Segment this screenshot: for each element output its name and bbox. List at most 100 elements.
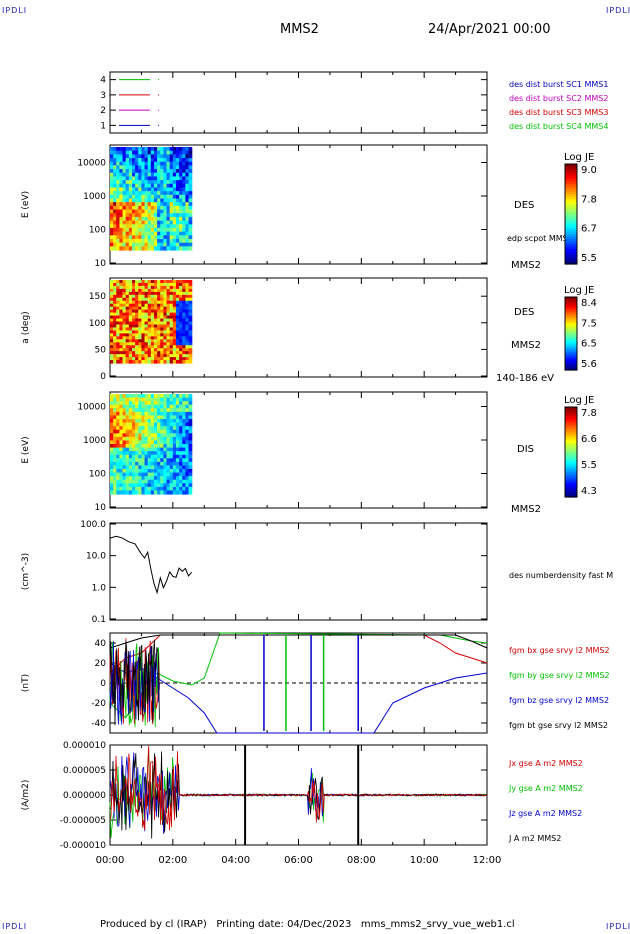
des-pitch-cell — [153, 333, 158, 337]
des-energy-cell — [153, 205, 158, 211]
des-energy-cell — [157, 209, 161, 214]
des-energy-cell — [131, 161, 136, 166]
dis-energy-cell — [125, 415, 130, 420]
dis-energy-cell — [157, 458, 161, 463]
des-pitch-cell — [110, 309, 114, 314]
des-energy-cell — [153, 198, 158, 203]
des-energy-cell — [147, 231, 152, 236]
des-energy-cell — [128, 172, 133, 178]
colorbar-cell — [565, 413, 577, 417]
dis-energy-cell — [116, 469, 121, 474]
dis-energy-cell — [135, 440, 139, 445]
des-energy-cell — [150, 158, 155, 163]
colorbar-tick-label: 9.0 — [581, 165, 597, 176]
des-pitch-cell — [172, 342, 177, 346]
des-energy-cell — [185, 180, 190, 185]
des-pitch-cell — [110, 336, 114, 340]
des-energy-cell — [122, 176, 127, 181]
des-pitch-cell — [141, 315, 146, 320]
dis-energy-cell — [160, 419, 165, 424]
des-pitch-cell — [182, 321, 186, 326]
des-energy-cell — [122, 161, 127, 166]
dis-energy-cell — [150, 422, 155, 427]
des-energy-cell — [125, 158, 130, 163]
dis-energy-cell — [141, 426, 146, 431]
dis-energy-cell — [163, 451, 168, 456]
des-energy-cell — [160, 213, 165, 218]
des-energy-cell — [153, 147, 158, 152]
dis-energy-cell — [185, 461, 190, 467]
des-pitch-cell — [175, 333, 180, 337]
des-pitch-cell — [131, 285, 136, 290]
colorbar-cell — [565, 340, 577, 344]
des-energy-cell — [110, 158, 114, 163]
dis-energy-cell — [110, 394, 114, 399]
colorbar-cell — [565, 241, 577, 245]
des-energy-cell — [160, 183, 165, 189]
dis-energy-cell — [179, 454, 183, 459]
des-energy-cell — [131, 213, 136, 218]
des-pitch-cell — [153, 342, 158, 346]
des-energy-cell — [147, 209, 152, 214]
des-pitch-cell — [185, 351, 190, 355]
des-pitch-cell — [113, 309, 117, 314]
des-pitch-cell — [166, 297, 171, 302]
des-energy-cell — [150, 213, 155, 218]
des-pitch-cell — [163, 303, 168, 308]
des-energy-cell — [179, 172, 183, 178]
des-energy-cell — [157, 169, 161, 174]
des-pitch-cell — [153, 357, 158, 361]
dis-energy-cell — [128, 404, 133, 409]
des-pitch-cell — [188, 282, 193, 287]
des-pitch-cell — [144, 306, 149, 311]
des-pitch-cell — [138, 280, 143, 284]
dis-energy-cell — [119, 490, 124, 495]
des-pitch-cell — [141, 288, 146, 293]
dis-energy-cell — [175, 444, 180, 449]
des-energy-cell — [113, 169, 117, 174]
des-energy-cell — [128, 169, 133, 174]
dis-energy-cell — [125, 426, 130, 431]
des-pitch-cell — [169, 342, 174, 346]
dis-energy-cell — [144, 433, 149, 438]
des-energy-cell — [182, 231, 186, 236]
des-energy-cell — [141, 235, 146, 240]
colorbar-cell — [565, 179, 577, 183]
des-energy-cell — [150, 205, 155, 211]
dis-energy-cell — [157, 440, 161, 445]
dis-energy-cell — [135, 486, 139, 492]
dis-energy-cell — [110, 397, 114, 402]
colorbar-cell — [565, 311, 577, 315]
des-energy-cell — [188, 227, 193, 233]
des-energy-cell — [150, 224, 155, 229]
colorbar-cell — [565, 458, 577, 462]
des-energy-cell — [179, 220, 183, 225]
des-energy-cell — [163, 158, 168, 163]
des-pitch-cell — [135, 333, 139, 337]
des-energy-cell — [125, 161, 130, 166]
dis-energy-cell — [141, 490, 146, 495]
dis-energy-cell — [144, 394, 149, 399]
dis-energy-cell — [144, 444, 149, 449]
dis-energy-cell — [113, 486, 117, 492]
des-pitch-cell — [116, 339, 121, 343]
des-energy-cell — [128, 235, 133, 240]
des-pitch-cell — [141, 345, 146, 349]
colorbar-cell — [565, 445, 577, 449]
des-pitch-cell — [157, 297, 161, 302]
colorbar-cell — [565, 259, 577, 263]
des-energy-cell — [182, 238, 186, 244]
des-energy-cell — [110, 227, 114, 233]
panel-frame-5 — [109, 522, 488, 621]
dis-energy-cell — [185, 429, 190, 434]
des-energy-cell — [144, 161, 149, 166]
des-energy-cell — [182, 194, 186, 200]
des-pitch-cell — [141, 282, 146, 287]
des-pitch-cell — [144, 357, 149, 361]
des-energy-cell — [122, 220, 127, 225]
dis-energy-cell — [179, 447, 183, 452]
dis-energy-cell — [179, 436, 183, 442]
des-pitch-cell — [166, 354, 171, 358]
des-pitch-cell — [153, 309, 158, 314]
dis-energy-cell — [135, 415, 139, 420]
